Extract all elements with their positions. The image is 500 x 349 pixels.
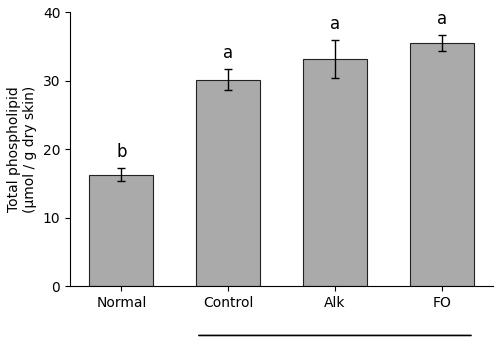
Text: b: b xyxy=(116,143,126,161)
Text: a: a xyxy=(436,10,447,28)
Y-axis label: Total phospholipid
(μmol / g dry skin): Total phospholipid (μmol / g dry skin) xyxy=(7,86,37,213)
Bar xyxy=(410,43,474,286)
Text: a: a xyxy=(223,44,233,62)
Bar xyxy=(196,80,260,286)
Bar xyxy=(90,174,154,286)
Text: a: a xyxy=(330,15,340,33)
Bar xyxy=(303,59,367,286)
